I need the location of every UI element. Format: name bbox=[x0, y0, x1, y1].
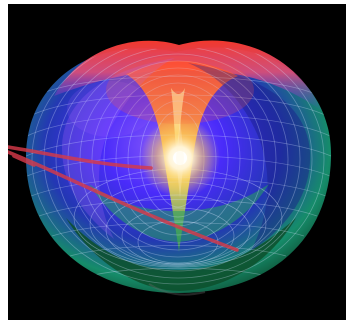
surface-highlights bbox=[67, 56, 254, 198]
torus-image-panel bbox=[8, 4, 346, 320]
red-ray-lines bbox=[8, 145, 239, 252]
torus-visualization bbox=[8, 4, 346, 320]
lower-shadow-curve bbox=[148, 283, 206, 296]
